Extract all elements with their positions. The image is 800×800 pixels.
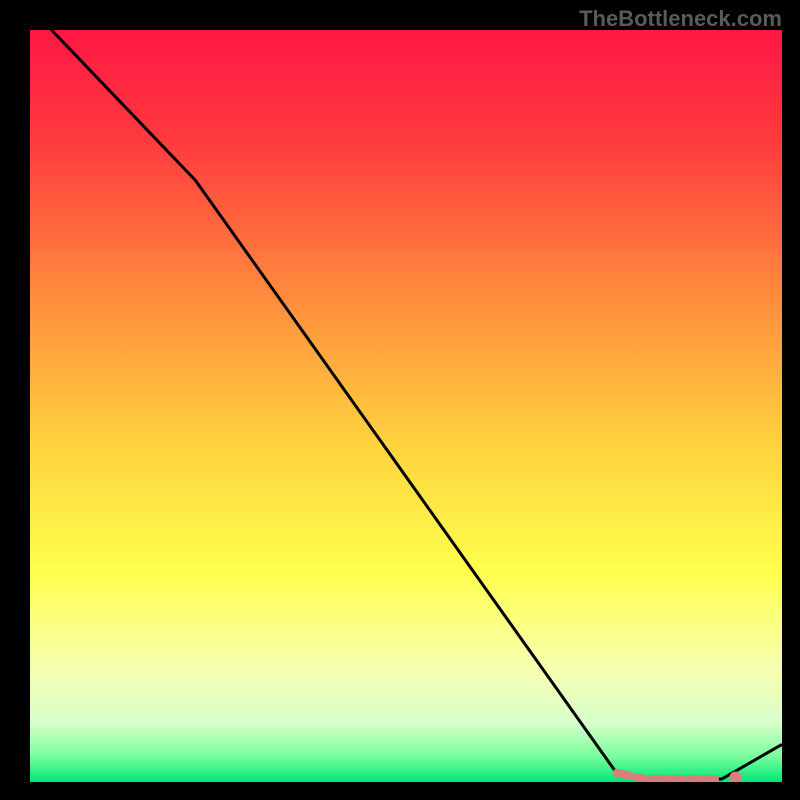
- watermark: TheBottleneck.com: [579, 6, 782, 32]
- optimal-point-marker: [729, 771, 741, 783]
- bottleneck-curve: [30, 7, 782, 779]
- optimal-range-highlight: [617, 773, 722, 779]
- chart-svg: [0, 0, 800, 800]
